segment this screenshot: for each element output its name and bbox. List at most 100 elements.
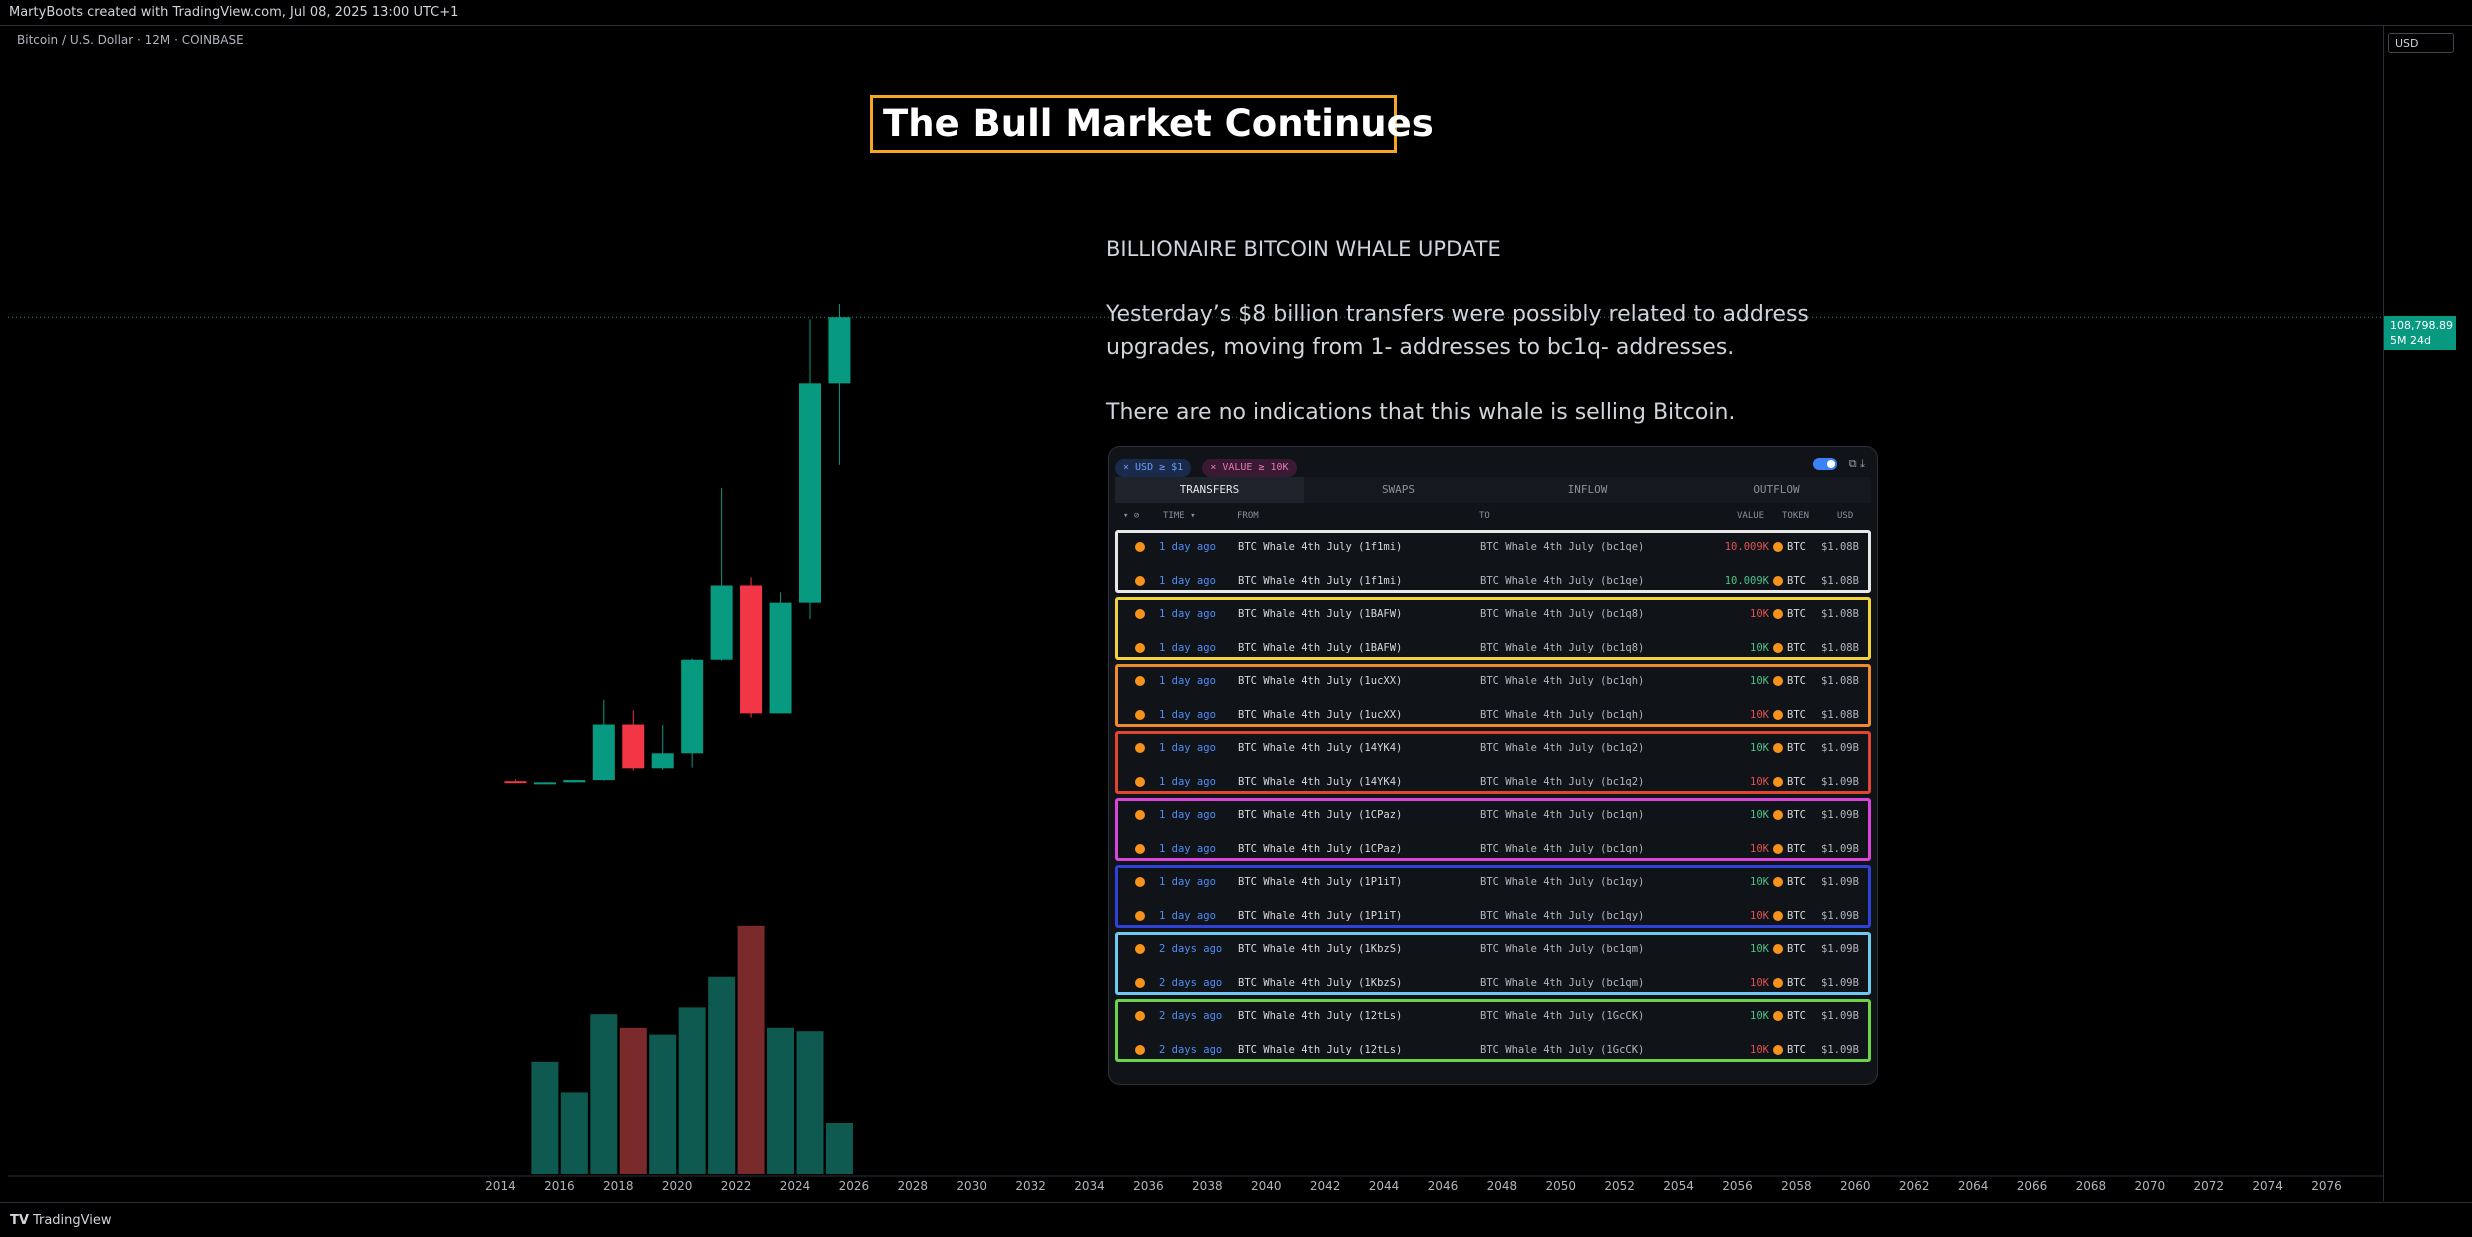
row-from[interactable]: BTC Whale 4th July (1P1iT): [1238, 876, 1403, 888]
row-from[interactable]: BTC Whale 4th July (1CPaz): [1238, 809, 1403, 821]
row-time[interactable]: 1 day ago: [1159, 675, 1216, 687]
row-from[interactable]: BTC Whale 4th July (1KbzS): [1238, 943, 1403, 955]
tab-outflow[interactable]: OUTFLOW: [1682, 477, 1871, 503]
row-to[interactable]: BTC Whale 4th July (1GcCK): [1480, 1010, 1645, 1022]
chart-area[interactable]: 170,000.00 160,000.00 150,000.00 140,000.00…: [8, 26, 2384, 1201]
row-to[interactable]: BTC Whale 4th July (bc1q8): [1480, 608, 1645, 620]
row-time[interactable]: 2 days ago: [1159, 1043, 1223, 1056]
transfer-row[interactable]: 1 day ago BTC Whale 4th July (1ucXX) BTC W…: [1109, 699, 1877, 732]
headline-box[interactable]: The Bull Market Continues: [870, 95, 1434, 153]
transfer-row[interactable]: 2 days ago BTC Whale 4th July (1KbzS) BTC …: [1109, 933, 1877, 966]
transfer-row[interactable]: 1 day ago BTC Whale 4th July (1ucXX) BTC W…: [1109, 665, 1877, 698]
note-heading[interactable]: BILLIONAIRE BITCOIN WHALE UPDATE: [1106, 237, 1501, 261]
transfer-row[interactable]: 1 day ago BTC Whale 4th July (1f1mi) BTC W…: [1109, 565, 1877, 598]
row-from[interactable]: BTC Whale 4th July (1KbzS): [1238, 976, 1403, 989]
row-token[interactable]: BTC: [1787, 943, 1806, 955]
row-to[interactable]: BTC Whale 4th July (1GcCK): [1480, 1043, 1645, 1056]
row-time[interactable]: 1 day ago: [1159, 876, 1216, 888]
row-time[interactable]: 1 day ago: [1159, 574, 1216, 587]
copy-icon[interactable]: ⧉: [1848, 457, 1857, 470]
transfer-row[interactable]: 2 days ago BTC Whale 4th July (12tLs) BTC …: [1109, 1000, 1877, 1033]
col-to[interactable]: TO: [1479, 511, 1490, 521]
row-to[interactable]: BTC Whale 4th July (bc1qn): [1480, 809, 1645, 821]
transfer-row[interactable]: 1 day ago BTC Whale 4th July (1CPaz) BTC W…: [1109, 833, 1877, 866]
row-token[interactable]: BTC: [1787, 842, 1806, 855]
row-token[interactable]: BTC: [1787, 608, 1806, 620]
row-to[interactable]: BTC Whale 4th July (bc1qm): [1480, 976, 1645, 989]
transfer-row[interactable]: 1 day ago BTC Whale 4th July (14YK4) BTC W…: [1109, 732, 1877, 765]
col-time[interactable]: TIME ▾: [1163, 511, 1196, 521]
toggle-switch[interactable]: [1813, 458, 1838, 470]
row-to[interactable]: BTC Whale 4th July (bc1qm): [1480, 943, 1645, 955]
row-time[interactable]: 1 day ago: [1159, 641, 1216, 654]
row-to[interactable]: BTC Whale 4th July (bc1q2): [1480, 775, 1645, 788]
transfer-row[interactable]: 1 day ago BTC Whale 4th July (1f1mi) BTC W…: [1109, 531, 1877, 564]
col-token[interactable]: TOKEN: [1782, 511, 1810, 521]
row-from[interactable]: BTC Whale 4th July (12tLs): [1238, 1010, 1403, 1022]
row-time[interactable]: 1 day ago: [1159, 909, 1216, 922]
currency-button[interactable]: USD: [2388, 33, 2454, 53]
row-token[interactable]: BTC: [1787, 976, 1806, 989]
row-token[interactable]: BTC: [1787, 1043, 1806, 1056]
row-to[interactable]: BTC Whale 4th July (bc1qn): [1480, 842, 1645, 855]
row-token[interactable]: BTC: [1787, 574, 1806, 587]
symbol-legend[interactable]: Bitcoin / U.S. Dollar · 12M · COINBASE: [17, 33, 244, 47]
row-to[interactable]: BTC Whale 4th July (bc1q2): [1480, 742, 1645, 754]
row-time[interactable]: 1 day ago: [1159, 608, 1216, 620]
row-from[interactable]: BTC Whale 4th July (1f1mi): [1238, 541, 1403, 553]
note-paragraph-2[interactable]: There are no indications that this whale…: [1106, 400, 1736, 425]
row-time[interactable]: 1 day ago: [1159, 842, 1216, 855]
row-token[interactable]: BTC: [1787, 809, 1806, 821]
row-token[interactable]: BTC: [1787, 909, 1806, 922]
row-time[interactable]: 1 day ago: [1159, 775, 1216, 788]
row-time[interactable]: 1 day ago: [1159, 708, 1216, 721]
transfer-row[interactable]: 1 day ago BTC Whale 4th July (14YK4) BTC W…: [1109, 766, 1877, 799]
row-token[interactable]: BTC: [1787, 1010, 1806, 1022]
row-time[interactable]: 2 days ago: [1159, 976, 1223, 989]
row-from[interactable]: BTC Whale 4th July (1P1iT): [1238, 909, 1403, 922]
row-to[interactable]: BTC Whale 4th July (bc1q8): [1480, 641, 1645, 654]
row-token[interactable]: BTC: [1787, 675, 1806, 687]
tradingview-brand[interactable]: TV TradingView: [10, 1213, 111, 1228]
row-from[interactable]: BTC Whale 4th July (14YK4): [1238, 742, 1403, 754]
row-to[interactable]: BTC Whale 4th July (bc1qy): [1480, 876, 1645, 888]
row-from[interactable]: BTC Whale 4th July (1BAFW): [1238, 608, 1403, 620]
transfer-row[interactable]: 1 day ago BTC Whale 4th July (1P1iT) BTC W…: [1109, 900, 1877, 933]
transfer-row[interactable]: 2 days ago BTC Whale 4th July (1KbzS) BTC …: [1109, 967, 1877, 1000]
row-from[interactable]: BTC Whale 4th July (14YK4): [1238, 775, 1403, 788]
transfer-row[interactable]: 1 day ago BTC Whale 4th July (1BAFW) BTC W…: [1109, 598, 1877, 631]
col-value[interactable]: VALUE: [1737, 511, 1765, 521]
row-from[interactable]: BTC Whale 4th July (1BAFW): [1238, 641, 1403, 654]
transfer-row[interactable]: 1 day ago BTC Whale 4th July (1BAFW) BTC W…: [1109, 632, 1877, 665]
transfer-row[interactable]: 1 day ago BTC Whale 4th July (1CPaz) BTC W…: [1109, 799, 1877, 832]
transfer-row[interactable]: 1 day ago BTC Whale 4th July (1P1iT) BTC W…: [1109, 866, 1877, 899]
col-usd[interactable]: USD: [1837, 511, 1854, 521]
transfer-row[interactable]: 2 days ago BTC Whale 4th July (12tLs) BTC …: [1109, 1034, 1877, 1067]
filter-chip-usd[interactable]: × USD ≥ $1: [1115, 459, 1192, 477]
row-token[interactable]: BTC: [1787, 775, 1806, 788]
row-time[interactable]: 1 day ago: [1159, 809, 1216, 821]
row-to[interactable]: BTC Whale 4th July (bc1qy): [1480, 909, 1645, 922]
row-time[interactable]: 1 day ago: [1159, 742, 1216, 754]
row-token[interactable]: BTC: [1787, 541, 1806, 553]
row-from[interactable]: BTC Whale 4th July (12tLs): [1238, 1043, 1403, 1056]
row-to[interactable]: BTC Whale 4th July (bc1qe): [1480, 541, 1645, 553]
tab-transfers[interactable]: TRANSFERS: [1115, 477, 1304, 503]
row-from[interactable]: BTC Whale 4th July (1f1mi): [1238, 574, 1403, 587]
row-time[interactable]: 1 day ago: [1159, 541, 1216, 553]
filter-chip-value[interactable]: × VALUE ≥ 10K: [1202, 459, 1297, 477]
col-from[interactable]: FROM: [1237, 511, 1259, 521]
filter-icon[interactable]: ▾ ⊘: [1123, 511, 1140, 521]
row-from[interactable]: BTC Whale 4th July (1ucXX): [1238, 708, 1403, 721]
row-from[interactable]: BTC Whale 4th July (1CPaz): [1238, 842, 1403, 855]
row-token[interactable]: BTC: [1787, 742, 1806, 754]
row-to[interactable]: BTC Whale 4th July (bc1qh): [1480, 708, 1645, 721]
row-token[interactable]: BTC: [1787, 876, 1806, 888]
tab-inflow[interactable]: INFLOW: [1493, 477, 1682, 503]
price-chart[interactable]: 170,000.00 160,000.00 150,000.00 140,000.00…: [8, 26, 2383, 1201]
row-to[interactable]: BTC Whale 4th July (bc1qh): [1480, 675, 1645, 687]
row-from[interactable]: BTC Whale 4th July (1ucXX): [1238, 675, 1403, 687]
download-icon[interactable]: ⤓: [1860, 457, 1865, 470]
tab-swaps[interactable]: SWAPS: [1304, 477, 1493, 503]
row-time[interactable]: 2 days ago: [1159, 1010, 1223, 1022]
